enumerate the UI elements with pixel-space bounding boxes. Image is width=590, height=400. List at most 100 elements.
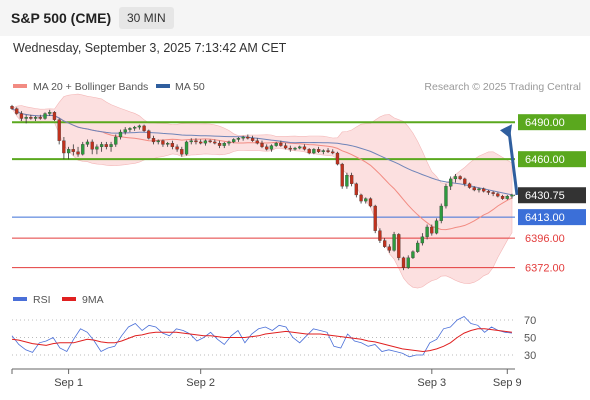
candle-body xyxy=(10,106,14,109)
candle-body xyxy=(345,175,349,187)
candle xyxy=(425,224,429,240)
candle xyxy=(29,114,33,120)
candle xyxy=(156,139,160,145)
candle xyxy=(38,114,42,120)
bollinger-band xyxy=(11,93,513,289)
candle-body xyxy=(166,143,170,145)
candle-body xyxy=(227,141,231,144)
candle-body xyxy=(151,138,156,143)
candle-body xyxy=(19,113,24,119)
candle xyxy=(24,114,28,124)
legend-swatch-ma50 xyxy=(156,84,170,88)
candle-body xyxy=(368,198,373,207)
candle xyxy=(66,146,71,160)
chart-datetime: Wednesday, September 3, 2025 7:13:42 AM … xyxy=(13,41,287,55)
candle xyxy=(52,111,57,121)
candle xyxy=(307,148,311,155)
candle xyxy=(279,140,283,147)
level-label-0: 6490.00 xyxy=(525,117,565,129)
candle xyxy=(449,176,453,190)
candle-body xyxy=(500,196,505,199)
candle xyxy=(463,177,467,187)
candle-body xyxy=(293,147,297,150)
candle xyxy=(316,146,321,154)
candle xyxy=(241,135,245,141)
candle-body xyxy=(505,196,509,199)
candle-body xyxy=(335,152,340,165)
candle-body xyxy=(132,126,137,129)
timeframe-badge[interactable]: 30 MIN xyxy=(119,7,174,29)
candle-body xyxy=(467,183,472,188)
candle-body xyxy=(321,150,325,152)
header-bar xyxy=(0,0,590,36)
candle xyxy=(208,139,212,144)
candle xyxy=(401,256,406,271)
candle xyxy=(269,144,274,152)
candle-body xyxy=(340,163,344,187)
candle xyxy=(90,139,94,155)
candle xyxy=(411,250,415,260)
candle xyxy=(147,129,151,140)
candle-body xyxy=(114,136,118,145)
candle xyxy=(166,141,170,147)
level-tag-2 xyxy=(518,209,586,226)
candle-body xyxy=(312,149,316,154)
projection-arrow-shaft xyxy=(507,131,519,196)
candle-body xyxy=(66,149,71,154)
candle-body xyxy=(175,146,179,150)
candle xyxy=(359,193,363,204)
candle-body xyxy=(189,140,193,143)
candle xyxy=(387,244,392,253)
candle-body xyxy=(283,145,288,149)
candle xyxy=(151,135,156,145)
candle xyxy=(340,162,344,189)
candle xyxy=(19,111,24,121)
candle-body xyxy=(250,138,255,141)
x-tick-label-2: Sep 3 xyxy=(417,377,446,389)
candle-body xyxy=(232,139,236,143)
x-tick-label-3: Sep 9 xyxy=(493,377,522,389)
candle-body xyxy=(142,125,146,131)
candle xyxy=(222,141,226,149)
candle-body xyxy=(208,140,212,143)
candle-body xyxy=(57,119,61,141)
level-tag-1 xyxy=(518,151,586,168)
candle xyxy=(382,238,387,248)
candle-body xyxy=(302,146,307,150)
candle xyxy=(109,141,113,152)
candle-body xyxy=(222,143,226,146)
candle xyxy=(293,146,297,151)
candle xyxy=(434,218,439,235)
candle xyxy=(57,118,61,145)
candle-body xyxy=(458,176,462,180)
candle xyxy=(71,144,75,156)
candle-body xyxy=(392,234,396,251)
candle xyxy=(364,197,368,204)
candle-body xyxy=(510,194,514,197)
candle xyxy=(104,141,108,150)
candle xyxy=(85,139,90,147)
candle xyxy=(33,116,38,121)
current-price-label: 6430.75 xyxy=(525,190,565,202)
candle-body xyxy=(161,140,165,145)
candle-body xyxy=(364,198,368,202)
candle xyxy=(298,145,302,150)
candle xyxy=(236,136,241,142)
x-tick-label-0: Sep 1 xyxy=(54,377,83,389)
indicator-line-1 xyxy=(11,328,513,353)
candle xyxy=(132,125,137,131)
legend-label-ma50: MA 50 xyxy=(175,81,205,93)
candle xyxy=(406,255,410,269)
candle-body xyxy=(401,257,406,268)
candle-body xyxy=(241,136,245,139)
candle xyxy=(10,104,14,110)
candle xyxy=(312,148,316,155)
level-label-3: 6396.00 xyxy=(525,233,565,245)
candle xyxy=(232,138,236,144)
candle-body xyxy=(48,112,52,114)
candle-body xyxy=(246,136,250,139)
candle-body xyxy=(354,183,358,196)
candle xyxy=(458,175,462,181)
candle xyxy=(170,140,175,150)
candle-body xyxy=(482,188,486,192)
